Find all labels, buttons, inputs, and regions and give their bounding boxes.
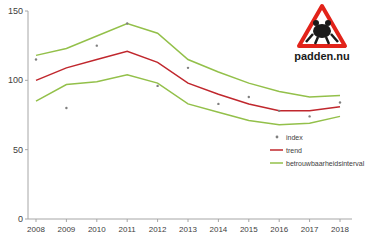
y-tick xyxy=(25,11,28,12)
y-tick-label: 50 xyxy=(13,145,23,155)
ci-lower-line xyxy=(36,75,340,125)
legend-label: betrouwbaarheidsinterval xyxy=(286,160,365,167)
index-point xyxy=(126,22,128,24)
y-tick-label: 150 xyxy=(8,6,23,16)
y-tick xyxy=(25,80,28,81)
legend-marker xyxy=(270,162,283,164)
logo-toad xyxy=(313,24,331,38)
index-point xyxy=(187,67,189,69)
x-tick xyxy=(279,219,280,222)
index-point xyxy=(339,101,341,103)
plot-area xyxy=(35,22,341,124)
y-tick-label: 0 xyxy=(18,214,23,224)
x-tick-label: 2009 xyxy=(58,225,76,234)
logo-triangle xyxy=(299,6,345,46)
x-tick xyxy=(36,219,37,222)
x-tick-label: 2010 xyxy=(88,225,106,234)
legend-marker xyxy=(276,136,279,139)
logo-toad-legs xyxy=(306,34,338,44)
index-point xyxy=(65,107,67,109)
y-tick xyxy=(25,149,28,150)
index-point xyxy=(35,58,37,60)
index-point xyxy=(278,110,280,112)
x-tick-label: 2008 xyxy=(27,225,45,234)
x-tick xyxy=(248,219,249,222)
legend-marker xyxy=(270,149,283,151)
logo-text: padden.nu xyxy=(294,50,350,62)
x-tick-label: 2015 xyxy=(240,225,258,234)
chart: 0 50 100 150 2008 2009 2010 2011 2012 2013 2014 201… xyxy=(0,0,370,241)
y-tick xyxy=(25,219,28,220)
index-point xyxy=(156,85,158,87)
logo-toad-eye xyxy=(325,20,331,26)
x-tick xyxy=(66,219,67,222)
x-tick-label: 2013 xyxy=(179,225,197,234)
index-point xyxy=(96,44,98,46)
x-tick-label: 2012 xyxy=(149,225,167,234)
index-point xyxy=(308,115,310,117)
x-tick-label: 2011 xyxy=(119,225,137,234)
legend-label: trend xyxy=(286,147,302,154)
index-point xyxy=(217,103,219,105)
x-tick xyxy=(127,219,128,222)
x-tick-label: 2014 xyxy=(210,225,228,234)
index-point xyxy=(248,96,250,98)
logo-toad-eye xyxy=(313,20,319,26)
x-axis xyxy=(28,219,352,220)
y-axis xyxy=(28,11,29,219)
legend: index trend betrouwbaarheidsinterval xyxy=(270,134,365,167)
x-tick xyxy=(218,219,219,222)
x-tick-label: 2017 xyxy=(301,225,319,234)
x-tick xyxy=(340,219,341,222)
legend-label: index xyxy=(286,134,303,141)
x-tick-label: 2016 xyxy=(270,225,288,234)
x-tick xyxy=(96,219,97,222)
x-tick xyxy=(157,219,158,222)
y-tick-label: 100 xyxy=(8,75,23,85)
logo: padden.nu xyxy=(294,6,350,62)
x-tick xyxy=(309,219,310,222)
x-tick-label: 2018 xyxy=(331,225,349,234)
x-tick xyxy=(188,219,189,222)
